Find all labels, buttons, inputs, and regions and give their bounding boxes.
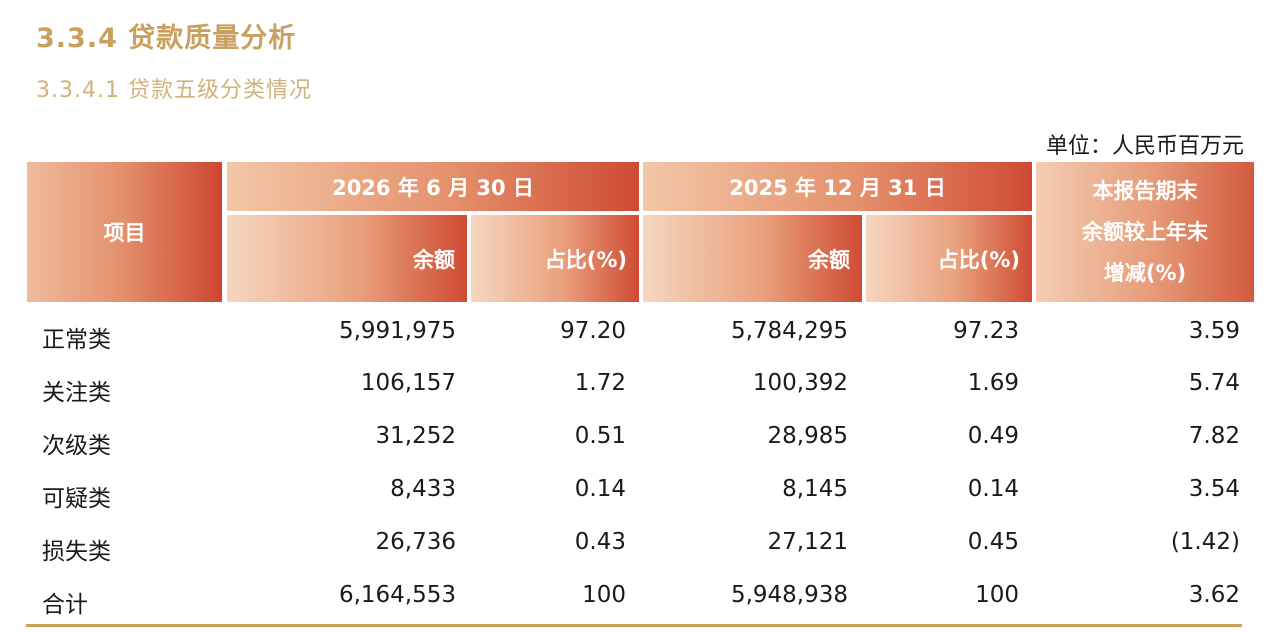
header-item: 项目	[27, 162, 222, 302]
section-title: 3.3.4 贷款质量分析	[36, 23, 297, 54]
header-ratio-2025: 占比(%)	[866, 215, 1032, 302]
balance-2026: 31,252	[375, 423, 456, 449]
subsection-title: 3.3.4.1 贷款五级分类情况	[36, 78, 312, 103]
ratio-2026: 1.72	[574, 370, 626, 396]
balance-2025: 8,145	[782, 476, 848, 502]
header-change-line3: 增减(%)	[1103, 260, 1187, 285]
row-label: 损失类	[42, 539, 111, 565]
ratio-2026: 97.20	[560, 318, 626, 344]
ratio-2026: 0.43	[574, 529, 626, 555]
balance-2026: 5,991,975	[338, 318, 456, 344]
change-pct: 7.82	[1188, 423, 1240, 449]
row-label: 关注类	[42, 380, 111, 406]
balance-2025: 100,392	[752, 370, 848, 396]
ratio-2026: 0.51	[574, 423, 626, 449]
ratio-2025: 100	[975, 582, 1019, 608]
ratio-2026: 100	[582, 582, 626, 608]
header-change-line2: 余额较上年末	[1082, 219, 1208, 244]
header-item-label: 项目	[103, 221, 146, 245]
balance-2025: 5,948,938	[730, 582, 848, 608]
row-label: 次级类	[42, 433, 111, 459]
change-pct: 3.62	[1188, 582, 1240, 608]
ratio-2026: 0.14	[574, 476, 626, 502]
balance-2026: 6,164,553	[338, 582, 456, 608]
balance-2026: 26,736	[375, 529, 456, 555]
header-period-2026: 2026 年 6 月 30 日	[227, 162, 639, 211]
balance-2025: 28,985	[767, 423, 848, 449]
header-balance-2025: 余额	[643, 215, 862, 302]
ratio-2025: 0.14	[967, 476, 1019, 502]
table-bottom-rule	[26, 624, 1242, 627]
balance-2025: 27,121	[767, 529, 848, 555]
change-pct: 3.59	[1188, 318, 1240, 344]
balance-2025: 5,784,295	[730, 318, 848, 344]
balance-2026: 106,157	[360, 370, 456, 396]
header-period-2026-label: 2026 年 6 月 30 日	[332, 175, 534, 200]
row-label: 正常类	[42, 327, 111, 353]
ratio-2025: 0.45	[967, 529, 1019, 555]
ratio-2025: 0.49	[967, 423, 1019, 449]
header-change-line1: 本报告期末	[1092, 178, 1198, 203]
header-change: 本报告期末 余额较上年末 增减(%)	[1036, 162, 1254, 302]
change-pct: (1.42)	[1170, 529, 1240, 555]
unit-label: 单位：人民币百万元	[1045, 134, 1244, 159]
header-balance-2025-label: 余额	[808, 247, 850, 272]
header-period-2025-label: 2025 年 12 月 31 日	[729, 175, 946, 200]
change-pct: 5.74	[1188, 370, 1240, 396]
header-ratio-2026-label: 占比(%)	[544, 247, 627, 272]
ratio-2025: 1.69	[967, 370, 1019, 396]
change-pct: 3.54	[1188, 476, 1240, 502]
row-label: 可疑类	[42, 486, 111, 512]
ratio-2025: 97.23	[953, 318, 1019, 344]
row-label: 合计	[42, 592, 88, 618]
header-period-2025: 2025 年 12 月 31 日	[643, 162, 1032, 211]
header-ratio-2025-label: 占比(%)	[937, 247, 1020, 272]
header-balance-2026: 余额	[227, 215, 467, 302]
header-balance-2026-label: 余额	[413, 247, 455, 272]
header-ratio-2026: 占比(%)	[471, 215, 639, 302]
balance-2026: 8,433	[390, 476, 456, 502]
